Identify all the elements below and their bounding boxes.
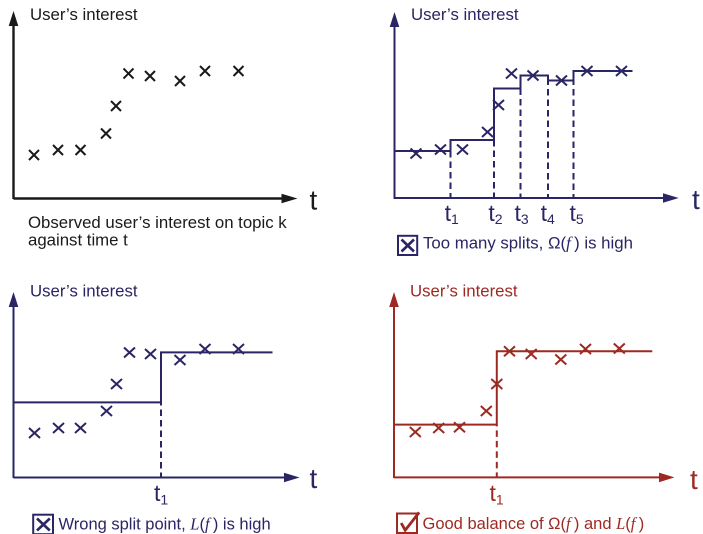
svg-text:User’s interest: User’s interest [411,5,519,24]
svg-text:t1: t1 [445,200,459,227]
svg-text:t3: t3 [515,200,529,227]
svg-text:t1: t1 [490,480,504,507]
svg-text:User’s interest: User’s interest [410,282,518,301]
svg-text:Too many splits, Ω(f ) is hig: Too many splits, Ω(f ) is high [423,234,633,253]
svg-text:against time t: against time t [28,231,128,250]
svg-text:t5: t5 [570,200,584,227]
svg-text:t: t [692,184,700,215]
svg-text:User’s interest: User’s interest [30,282,138,301]
svg-text:t1: t1 [154,480,168,507]
svg-text:Wrong split point, L(f ) is hi: Wrong split point, L(f ) is high [59,515,271,534]
svg-text:t4: t4 [541,200,555,227]
svg-text:Observed user’s interest on to: Observed user’s interest on topic k [28,213,287,232]
svg-text:Good balance of Ω(f ) and L(f: Good balance of Ω(f ) and L(f ) [423,514,645,533]
svg-text:User’s interest: User’s interest [30,5,138,24]
svg-text:t2: t2 [488,200,502,227]
svg-text:t: t [690,464,698,495]
svg-text:t: t [310,185,318,216]
svg-text:t: t [310,463,318,494]
